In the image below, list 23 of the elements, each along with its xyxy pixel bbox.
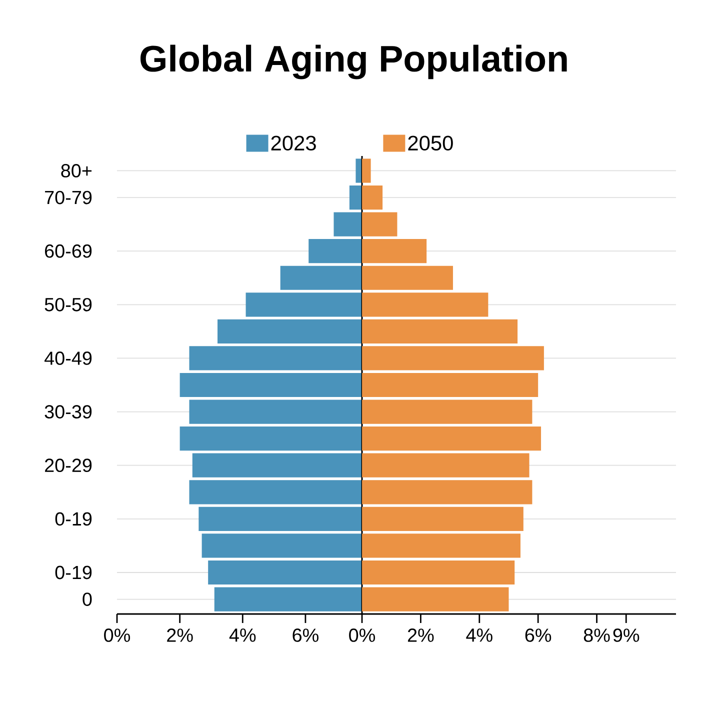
x-tick-label: 4% — [229, 628, 256, 642]
x-tick-label: 2% — [167, 628, 193, 642]
x-tick-label: 6% — [525, 628, 552, 642]
y-tick-label: 70-79 — [45, 190, 92, 204]
y-tick-label: 0 — [82, 592, 92, 606]
y-tick-label: 0-19 — [55, 566, 92, 580]
x-tick-label: 2% — [408, 628, 434, 642]
y-tick-label: 80+ — [61, 164, 92, 178]
y-tick-label: 30-39 — [44, 405, 92, 418]
y-tick-label: 60-69 — [45, 244, 92, 258]
y-tick-label: 50-59 — [44, 298, 92, 312]
x-tick-label: 0% — [104, 628, 130, 642]
x-tick-label: 8% — [584, 628, 610, 642]
x-tick-label: 0% — [349, 628, 376, 642]
chart-title: Global Aging Population — [140, 44, 567, 80]
legend-label: 2050 — [408, 136, 453, 151]
x-tick-label: 6% — [292, 628, 318, 642]
legend-label: 2023 — [271, 136, 316, 151]
x-tick-label: 4% — [466, 628, 492, 642]
y-tick-label: 0-19 — [55, 512, 92, 526]
y-tick-label: 20-29 — [45, 458, 92, 472]
x-tick-label: 9% — [613, 628, 640, 642]
y-tick-label: 40-49 — [44, 352, 92, 365]
